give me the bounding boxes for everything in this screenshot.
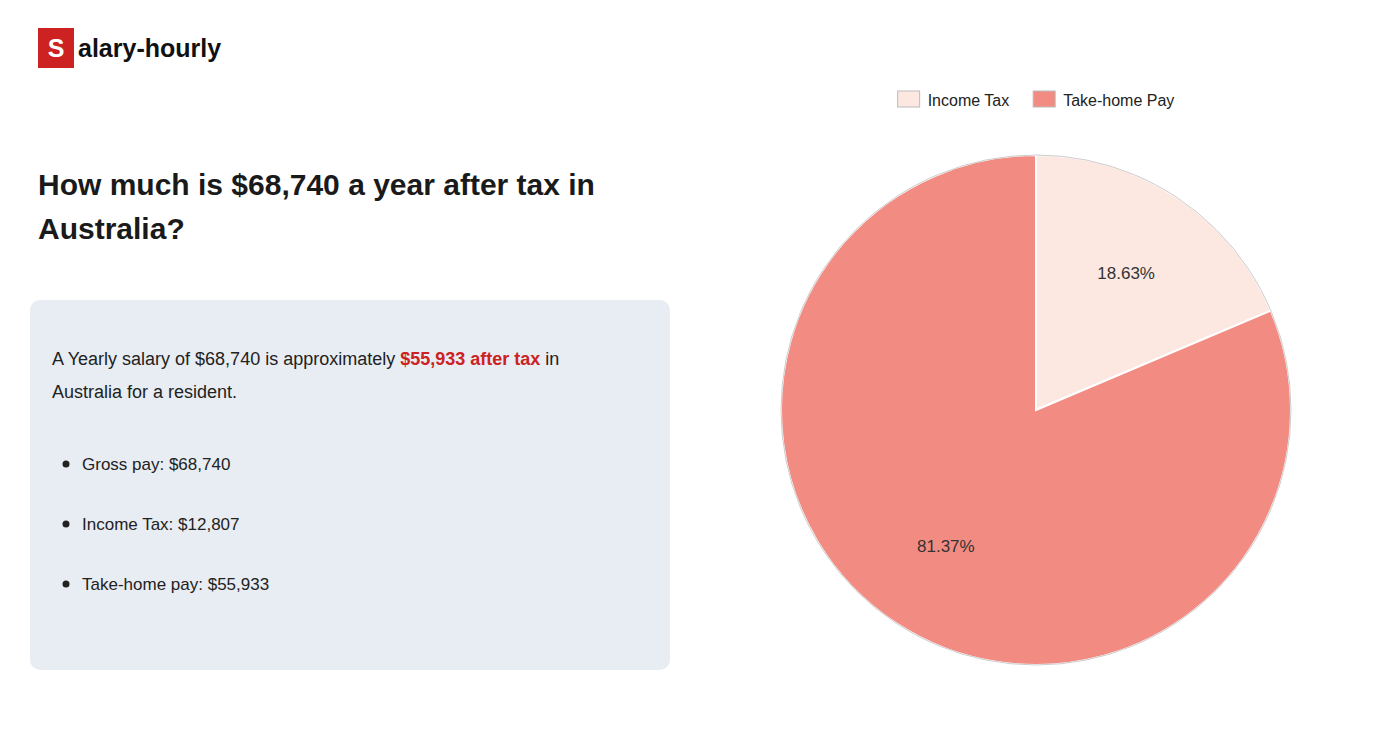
bullet-text: Income Tax: $12,807 (82, 515, 240, 534)
logo-box (38, 28, 74, 68)
legend-label: Income Tax (928, 92, 1010, 109)
info-box: A Yearly salary of $68,740 is approximat… (30, 300, 670, 670)
legend-item: Income Tax (898, 91, 1010, 109)
pie-outline (781, 155, 1291, 665)
data-label: 18.63% (1097, 264, 1155, 283)
pie-slice (781, 155, 1291, 665)
legend-swatch (898, 91, 920, 107)
logo-letter: S (48, 34, 65, 62)
summary-text: Australia for a resident. (52, 382, 237, 402)
legend-swatch (1033, 91, 1055, 107)
bullet-text: Take-home pay: $55,933 (82, 575, 269, 594)
info-box-background (30, 300, 670, 670)
summary-text: in (540, 349, 559, 369)
logo-text: alary-hourly (78, 34, 221, 62)
legend-item: Take-home Pay (1033, 91, 1174, 109)
data-label: 81.37% (917, 537, 975, 556)
legend: Income Tax Take-home Pay (898, 91, 1175, 109)
chart-svg: Salary-hourly How much is $68,740 a year … (0, 0, 1400, 750)
title: Australia? (38, 212, 185, 245)
logo: Salary-hourly (38, 28, 221, 68)
title: How much is $68,740 a year after tax in (38, 168, 595, 201)
summary-text: A Yearly salary of $68,740 is approximat… (52, 349, 400, 369)
summary-highlight: $55,933 after tax (400, 349, 540, 369)
chart-root: Salary-hourly How much is $68,740 a year … (0, 0, 1400, 750)
bullet-dot (63, 581, 70, 588)
pie-labels: 18.63% 81.37% (917, 264, 1155, 555)
pie (781, 155, 1291, 665)
legend-label: Take-home Pay (1063, 92, 1174, 109)
bullet-dot (63, 521, 70, 528)
bullet-dot (63, 461, 70, 468)
bullet-text: Gross pay: $68,740 (82, 455, 230, 474)
summary-line: A Yearly salary of $68,740 is approximat… (52, 349, 559, 369)
